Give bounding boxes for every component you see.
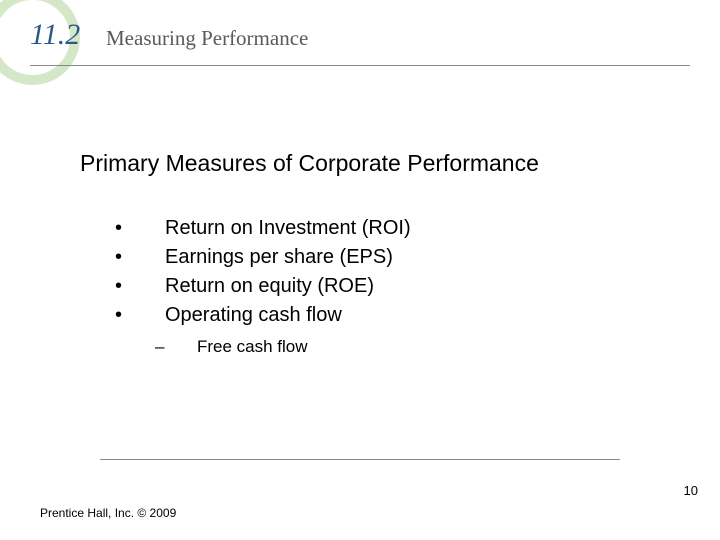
slide-title: Primary Measures of Corporate Performanc…: [80, 150, 660, 177]
bullet-item: Return on Investment (ROI): [115, 217, 660, 240]
sub-bullet-item: Free cash flow: [155, 337, 660, 357]
bullet-item: Earnings per share (EPS): [115, 246, 660, 269]
section-title: Measuring Performance: [106, 26, 308, 51]
slide-header: 11.2 Measuring Performance: [0, 0, 720, 80]
slide-content: Primary Measures of Corporate Performanc…: [0, 80, 720, 357]
sub-bullet-list: Free cash flow: [80, 337, 660, 357]
section-number: 11.2: [30, 18, 80, 52]
bullet-list: Return on Investment (ROI) Earnings per …: [80, 217, 660, 327]
page-number: 10: [684, 483, 698, 498]
bottom-divider: [100, 459, 620, 460]
copyright-footer: Prentice Hall, Inc. © 2009: [40, 506, 176, 520]
bullet-item: Operating cash flow: [115, 304, 660, 327]
header-divider: [30, 65, 690, 66]
bullet-item: Return on equity (ROE): [115, 275, 660, 298]
